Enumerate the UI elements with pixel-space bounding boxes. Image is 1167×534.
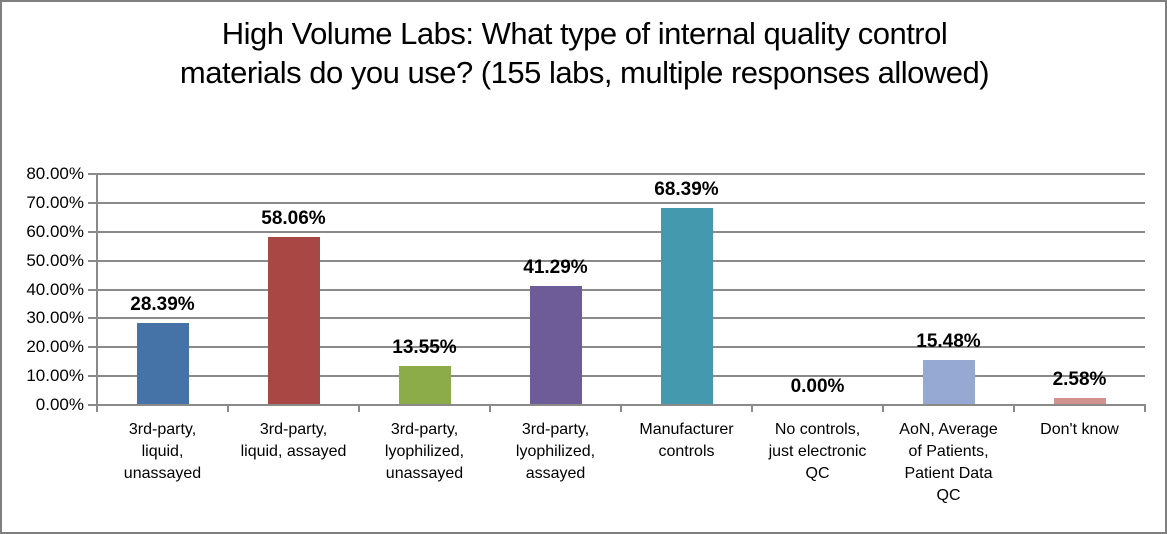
x-axis-tick [358, 404, 360, 412]
y-axis-label: 60.00% [26, 221, 84, 241]
y-axis-label: 80.00% [26, 164, 84, 183]
bar-value-label: 0.00% [790, 376, 845, 397]
y-axis-label: 20.00% [26, 337, 84, 357]
x-axis-tick [489, 404, 491, 412]
category-label: 3rd-party, liquid, assayed [240, 421, 347, 460]
bar [529, 285, 582, 404]
bar [398, 365, 451, 404]
y-axis-line [96, 174, 98, 407]
bar-value-label: 15.48% [916, 331, 981, 353]
y-axis-label: 30.00% [26, 308, 84, 328]
category-label: Manufacturer controls [639, 421, 734, 460]
x-axis-tick [1013, 404, 1015, 412]
gridline [97, 346, 1145, 349]
x-axis-tick [1144, 404, 1146, 412]
bar-value-label: 41.29% [523, 256, 588, 278]
gridline [97, 288, 1145, 291]
gridline [97, 259, 1145, 262]
x-axis-tick [620, 404, 622, 412]
y-axis-label: 0.00% [35, 395, 84, 414]
bar [922, 360, 975, 404]
category-label: 3rd-party, lyophilized, assayed [515, 421, 596, 482]
y-axis-label: 10.00% [26, 366, 84, 386]
bar-value-label: 58.06% [261, 208, 326, 230]
y-axis-tick [88, 375, 97, 378]
x-axis-tick [227, 404, 229, 412]
y-axis-label: 40.00% [26, 279, 84, 299]
category-label: 3rd-party, lyophilized, unassayed [384, 421, 465, 482]
y-axis-tick [88, 346, 97, 349]
category-label: AoN, Average of Patients, Patient Data Q… [899, 421, 998, 504]
chart-title: High Volume Labs: What type of internal … [179, 16, 990, 90]
bar-value-label: 28.39% [130, 294, 195, 316]
gridline [97, 173, 1145, 175]
bar-value-label: 13.55% [392, 336, 457, 358]
bar-value-label: 68.39% [654, 178, 719, 200]
category-label: No controls, just electronic QC [768, 421, 867, 482]
y-axis-tick [88, 173, 97, 175]
y-axis-label: 70.00% [26, 192, 84, 212]
gridline [97, 201, 1145, 204]
y-axis-label: 50.00% [26, 250, 84, 270]
bar [660, 207, 713, 404]
y-axis-tick [88, 317, 97, 320]
y-axis-tick [88, 288, 97, 291]
y-axis-tick [88, 404, 97, 406]
bar-value-label: 2.58% [1052, 368, 1107, 390]
x-axis-tick [882, 404, 884, 412]
bar [1053, 397, 1106, 404]
category-label: 3rd-party, liquid, unassayed [123, 421, 202, 482]
bar [267, 237, 320, 404]
gridline [97, 317, 1145, 320]
bar [136, 323, 189, 404]
category-label: Don't know [1040, 421, 1119, 438]
x-axis-tick [96, 404, 98, 412]
x-axis-tick [751, 404, 753, 412]
y-axis-tick [88, 201, 97, 204]
gridline [97, 230, 1145, 233]
y-axis-tick [88, 230, 97, 233]
gridline [97, 375, 1145, 378]
y-axis-tick [88, 259, 97, 262]
